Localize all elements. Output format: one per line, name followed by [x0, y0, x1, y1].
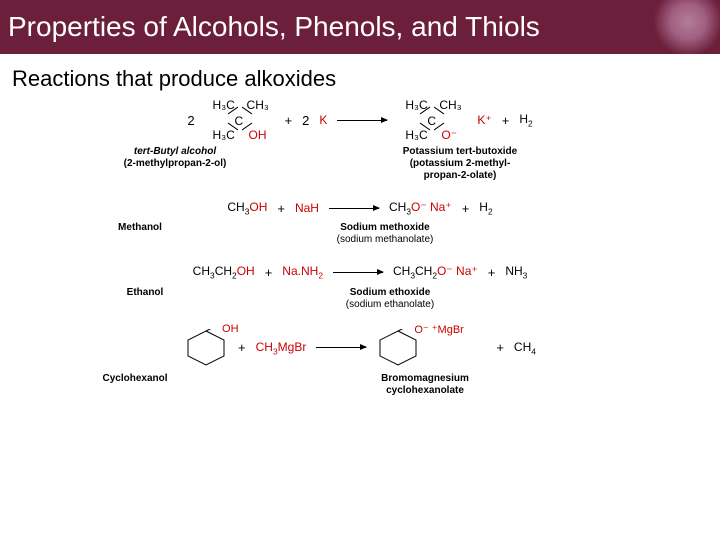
ammonia: NH3 [505, 264, 527, 280]
plus-icon: + [285, 113, 293, 128]
K-plus: K⁺ [477, 113, 491, 127]
plus-icon: + [496, 340, 504, 355]
title-bar: Properties of Alcohols, Phenols, and Thi… [0, 0, 720, 54]
coefficient: 2 [187, 113, 194, 128]
reaction-1-labels: tert-Butyl alcohol (2-methylpropan-2-ol)… [40, 146, 680, 182]
reagent-CH3MgBr: CH3MgBr [256, 340, 307, 356]
plus-icon: + [502, 113, 510, 128]
ethanol: CH3CH2OH [193, 264, 255, 280]
plus-icon: + [238, 340, 246, 355]
reaction-4: OH + CH3MgBr O⁻ ⁺MgBr + CH4 [40, 329, 680, 367]
methane: CH4 [514, 340, 536, 356]
plus-icon: + [488, 265, 496, 280]
sodium-methoxide: CH3O⁻ Na⁺ [389, 200, 452, 216]
arrow-icon [316, 347, 366, 348]
cyclohexanol-structure: OH [184, 329, 228, 367]
decorative-flower [640, 0, 720, 54]
plus-icon: + [277, 201, 285, 216]
tertbutyl-alcohol-structure: H₃C CH₃ C H₃C OH [205, 100, 275, 140]
reaction-3: CH3CH2OH + Na.NH2 CH3CH2O⁻ Na⁺ + NH3 [40, 264, 680, 280]
reaction-2: CH3OH + NaH CH3O⁻ Na⁺ + H2 [40, 200, 680, 216]
plus-icon: + [265, 265, 273, 280]
hydrogen-gas: H2 [479, 200, 492, 216]
arrow-icon [333, 272, 383, 273]
reagent-NaNH2: Na.NH2 [282, 264, 323, 280]
cyclohexanolate-structure: O⁻ ⁺MgBr [376, 329, 456, 367]
sodium-ethoxide: CH3CH2O⁻ Na⁺ [393, 264, 478, 280]
page-title: Properties of Alcohols, Phenols, and Thi… [8, 11, 540, 43]
reaction-4-labels: Cyclohexanol Bromomagnesium cyclohexanol… [40, 373, 680, 397]
methanol: CH3OH [227, 200, 267, 216]
plus-icon: + [462, 201, 470, 216]
reaction-1: 2 H₃C CH₃ C H₃C OH + 2 K H₃C CH₃ C H₃C O… [40, 100, 680, 140]
tertbutoxide-structure: H₃C CH₃ C H₃C O⁻ [397, 100, 467, 140]
reaction-3-labels: Ethanol Sodium ethoxide (sodium ethanola… [40, 287, 680, 311]
reagent-K: K [319, 113, 327, 127]
reagent-NaH: NaH [295, 201, 319, 215]
reaction-2-labels: Methanol Sodium methoxide (sodium methan… [40, 222, 680, 246]
arrow-icon [337, 120, 387, 121]
subtitle: Reactions that produce alkoxides [0, 54, 720, 100]
arrow-icon [329, 208, 379, 209]
reactions-panel: 2 H₃C CH₃ C H₃C OH + 2 K H₃C CH₃ C H₃C O… [0, 100, 720, 397]
hydrogen-gas: H2 [519, 112, 532, 128]
